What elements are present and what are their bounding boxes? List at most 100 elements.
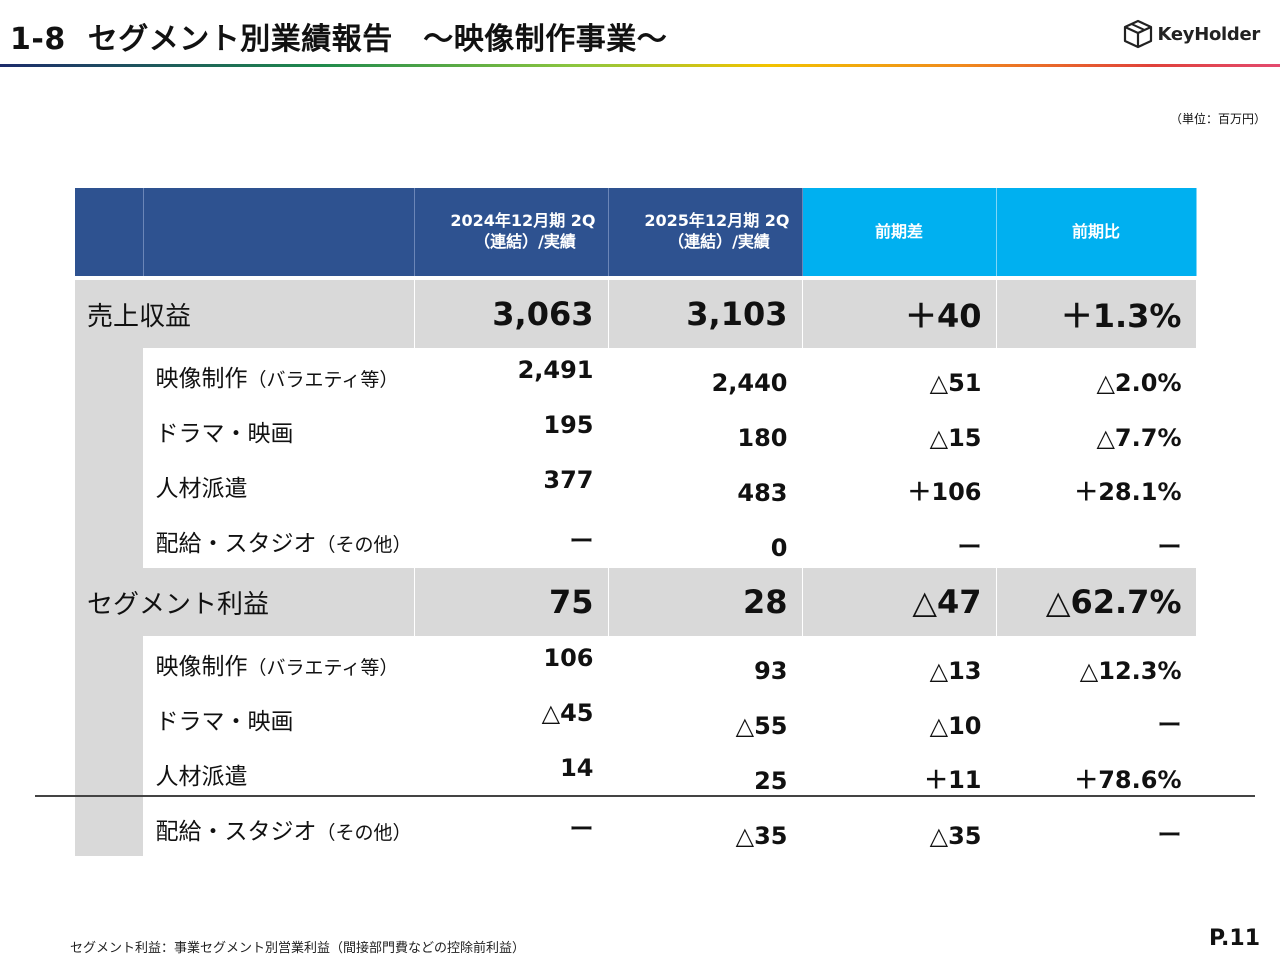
row-label-note: （その他）: [316, 533, 412, 556]
row-label: ドラマ・映画: [143, 691, 415, 746]
page-title: 1-8 セグメント別業績報告 ～映像制作事業～: [10, 14, 667, 58]
value-cell: ー: [802, 513, 997, 568]
section-number: 1-8: [10, 22, 66, 57]
value-cell: △51: [802, 348, 997, 403]
table-row: 映像制作（バラエティ等） 106 93 △13 △12.3%: [75, 636, 1197, 691]
indent-cell: [75, 691, 144, 746]
value-cell: 75: [414, 568, 609, 636]
table-bottom-rule: [35, 795, 1255, 797]
value-cell: 483: [608, 458, 803, 513]
header-blank-cell: [75, 188, 144, 276]
row-label: 人材派遣: [143, 746, 415, 801]
value-cell: △35: [802, 801, 997, 856]
row-label: セグメント利益: [75, 568, 415, 636]
row-label-text: 映像制作: [155, 365, 248, 392]
row-label-note: （バラエティ等）: [247, 656, 399, 679]
row-label-text: 配給・スタジオ: [155, 818, 317, 845]
indent-cell: [75, 513, 144, 568]
value-cell: 2,440: [608, 348, 803, 403]
row-label-text: 映像制作: [155, 653, 248, 680]
value-cell: ー: [996, 801, 1197, 856]
indent-cell: [75, 458, 144, 513]
row-label-text: 配給・スタジオ: [155, 530, 317, 557]
indent-cell: [75, 348, 144, 403]
value-cell: 377: [414, 458, 609, 513]
value-cell: ＋11: [802, 746, 997, 801]
footnote: セグメント利益：事業セグメント別営業利益（間接部門費などの控除前利益）: [70, 941, 526, 956]
value-cell: △7.7%: [996, 403, 1197, 458]
row-label: 売上収益: [75, 280, 415, 348]
page-number: P.11: [1208, 926, 1260, 951]
row-label: ドラマ・映画: [143, 403, 415, 458]
value-cell: △35: [608, 801, 803, 856]
value-cell: 93: [608, 636, 803, 691]
column-header-line1: 2024年12月期 2Q: [450, 211, 596, 231]
value-cell: △47: [802, 568, 997, 636]
table-row: 人材派遣 377 483 ＋106 ＋28.1%: [75, 458, 1197, 513]
indent-cell: [75, 403, 144, 458]
column-header-line1: 2025年12月期 2Q: [644, 211, 790, 231]
value-cell: △55: [608, 691, 803, 746]
indent-cell: [75, 746, 144, 801]
segment-profit-total-row: セグメント利益 75 28 △47 △62.7%: [75, 568, 1197, 636]
value-cell: ＋78.6%: [996, 746, 1197, 801]
row-label-text: ドラマ・映画: [155, 420, 294, 447]
value-cell: 25: [608, 746, 803, 801]
value-cell: ー: [996, 691, 1197, 746]
value-cell: 28: [608, 568, 803, 636]
column-header-line2: （連結）/実績: [668, 232, 770, 251]
column-header-ratio: 前期比: [996, 188, 1197, 276]
table-row: ドラマ・映画 195 180 △15 △7.7%: [75, 403, 1197, 458]
value-cell: ー: [414, 513, 609, 568]
table-row: 配給・スタジオ（その他） ー 0 ー ー: [75, 513, 1197, 568]
table-row: ドラマ・映画 △45 △55 △10 ー: [75, 691, 1197, 746]
value-cell: 3,063: [414, 280, 609, 348]
logo-text: KeyHolder: [1157, 23, 1261, 45]
value-cell: 14: [414, 746, 609, 801]
value-cell: 3,103: [608, 280, 803, 348]
value-cell: △2.0%: [996, 348, 1197, 403]
value-cell: △15: [802, 403, 997, 458]
unit-note: （単位：百万円）: [1169, 112, 1266, 126]
value-cell: ＋40: [802, 280, 997, 348]
value-cell: 0: [608, 513, 803, 568]
value-cell: △12.3%: [996, 636, 1197, 691]
value-cell: ＋1.3%: [996, 280, 1197, 348]
value-cell: ＋28.1%: [996, 458, 1197, 513]
column-header-line2: （連結）/実績: [474, 232, 576, 251]
value-cell: 2,491: [414, 348, 609, 403]
row-label-text: 人材派遣: [155, 475, 248, 502]
value-cell: ー: [414, 801, 609, 856]
indent-cell: [75, 636, 144, 691]
value-cell: △10: [802, 691, 997, 746]
table-row: 配給・スタジオ（その他） ー △35 △35 ー: [75, 801, 1197, 856]
title-text: セグメント別業績報告 ～映像制作事業～: [87, 22, 668, 57]
value-cell: △62.7%: [996, 568, 1197, 636]
row-label: 人材派遣: [143, 458, 415, 513]
value-cell: △13: [802, 636, 997, 691]
indent-cell: [75, 801, 144, 856]
value-cell: ー: [996, 513, 1197, 568]
title-divider: [0, 64, 1280, 67]
segment-results-table: 2024年12月期 2Q （連結）/実績 2025年12月期 2Q （連結）/実…: [75, 188, 1197, 856]
table-row: 人材派遣 14 25 ＋11 ＋78.6%: [75, 746, 1197, 801]
row-label: 配給・スタジオ（その他）: [143, 513, 415, 568]
table-row: 映像制作（バラエティ等） 2,491 2,440 △51 △2.0%: [75, 348, 1197, 403]
row-label-text: ドラマ・映画: [155, 708, 294, 735]
row-label-note: （バラエティ等）: [247, 368, 399, 391]
row-label: 映像制作（バラエティ等）: [143, 348, 415, 403]
header-blank-cell: [143, 188, 415, 276]
revenue-total-row: 売上収益 3,063 3,103 ＋40 ＋1.3%: [75, 280, 1197, 348]
value-cell: ＋106: [802, 458, 997, 513]
company-logo: KeyHolder: [1122, 18, 1260, 50]
table-header-row: 2024年12月期 2Q （連結）/実績 2025年12月期 2Q （連結）/実…: [75, 188, 1197, 276]
row-label-text: 人材派遣: [155, 763, 248, 790]
value-cell: 195: [414, 403, 609, 458]
value-cell: 106: [414, 636, 609, 691]
column-header-2024: 2024年12月期 2Q （連結）/実績: [414, 188, 609, 276]
column-header-difference: 前期差: [802, 188, 997, 276]
value-cell: 180: [608, 403, 803, 458]
row-label: 映像制作（バラエティ等）: [143, 636, 415, 691]
row-label-note: （その他）: [316, 821, 412, 844]
value-cell: △45: [414, 691, 609, 746]
